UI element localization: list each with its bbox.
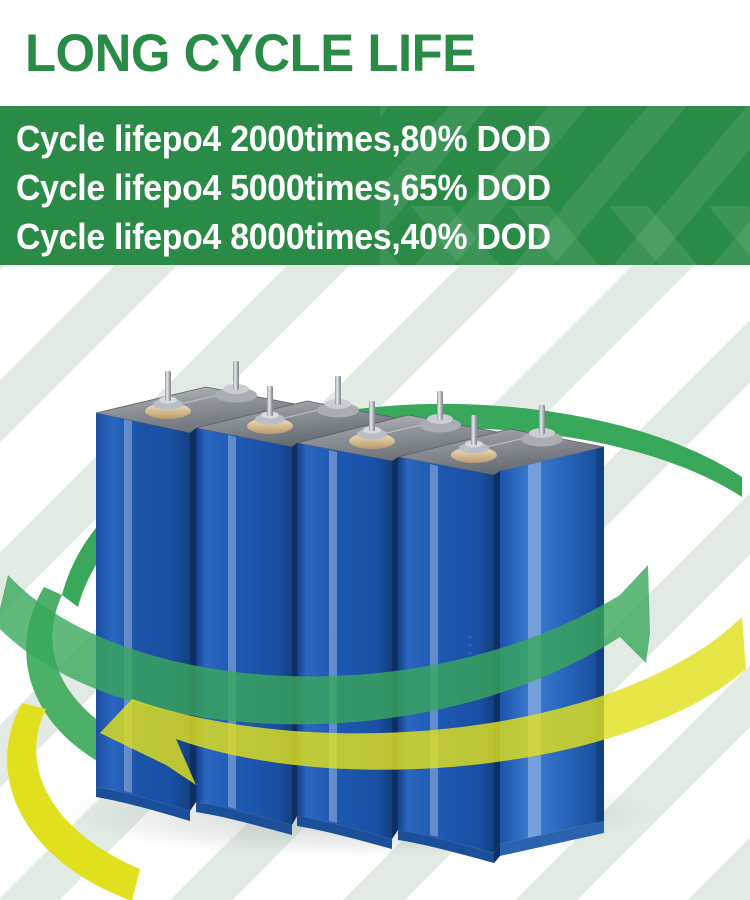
spec-line-2: Cycle lifepo4 5000times,65% DOD <box>16 167 551 208</box>
terminal-1b <box>215 361 257 403</box>
battery-illustration <box>0 361 746 900</box>
spec-line-1: Cycle lifepo4 2000times,80% DOD <box>16 118 551 159</box>
terminal-4a <box>451 415 497 463</box>
terminal-4b <box>521 405 563 447</box>
terminal-3b <box>419 391 461 433</box>
banner-chevron-pattern-lower <box>380 206 750 265</box>
yellow-cycle-arrow-front <box>100 617 746 785</box>
terminal-3a <box>349 401 395 449</box>
banner-chevron-pattern-upper <box>380 106 750 265</box>
terminal-2b <box>317 376 359 418</box>
yellow-cycle-arrow-back <box>7 703 140 900</box>
battery-pack <box>95 361 605 863</box>
product-image-area <box>0 265 750 900</box>
green-cycle-arrow-front <box>0 565 650 725</box>
cell-3-face <box>297 443 392 839</box>
background-top-white-band <box>0 0 750 106</box>
terminal-2a <box>247 386 293 434</box>
spec-line-3: Cycle lifepo4 8000times,40% DOD <box>16 216 551 257</box>
spec-banner: Cycle lifepo4 2000times,80% DOD Cycle li… <box>0 106 750 265</box>
cell-2-face <box>196 428 292 825</box>
pack-bottom-rims <box>96 787 604 863</box>
terminal-1a <box>145 371 191 419</box>
page-title: LONG CYCLE LIFE <box>24 23 476 83</box>
title-area: LONG CYCLE LIFE <box>0 0 750 106</box>
spec-line-list: Cycle lifepo4 2000times,80% DOD Cycle li… <box>0 106 750 261</box>
cell-terminals <box>145 361 563 463</box>
